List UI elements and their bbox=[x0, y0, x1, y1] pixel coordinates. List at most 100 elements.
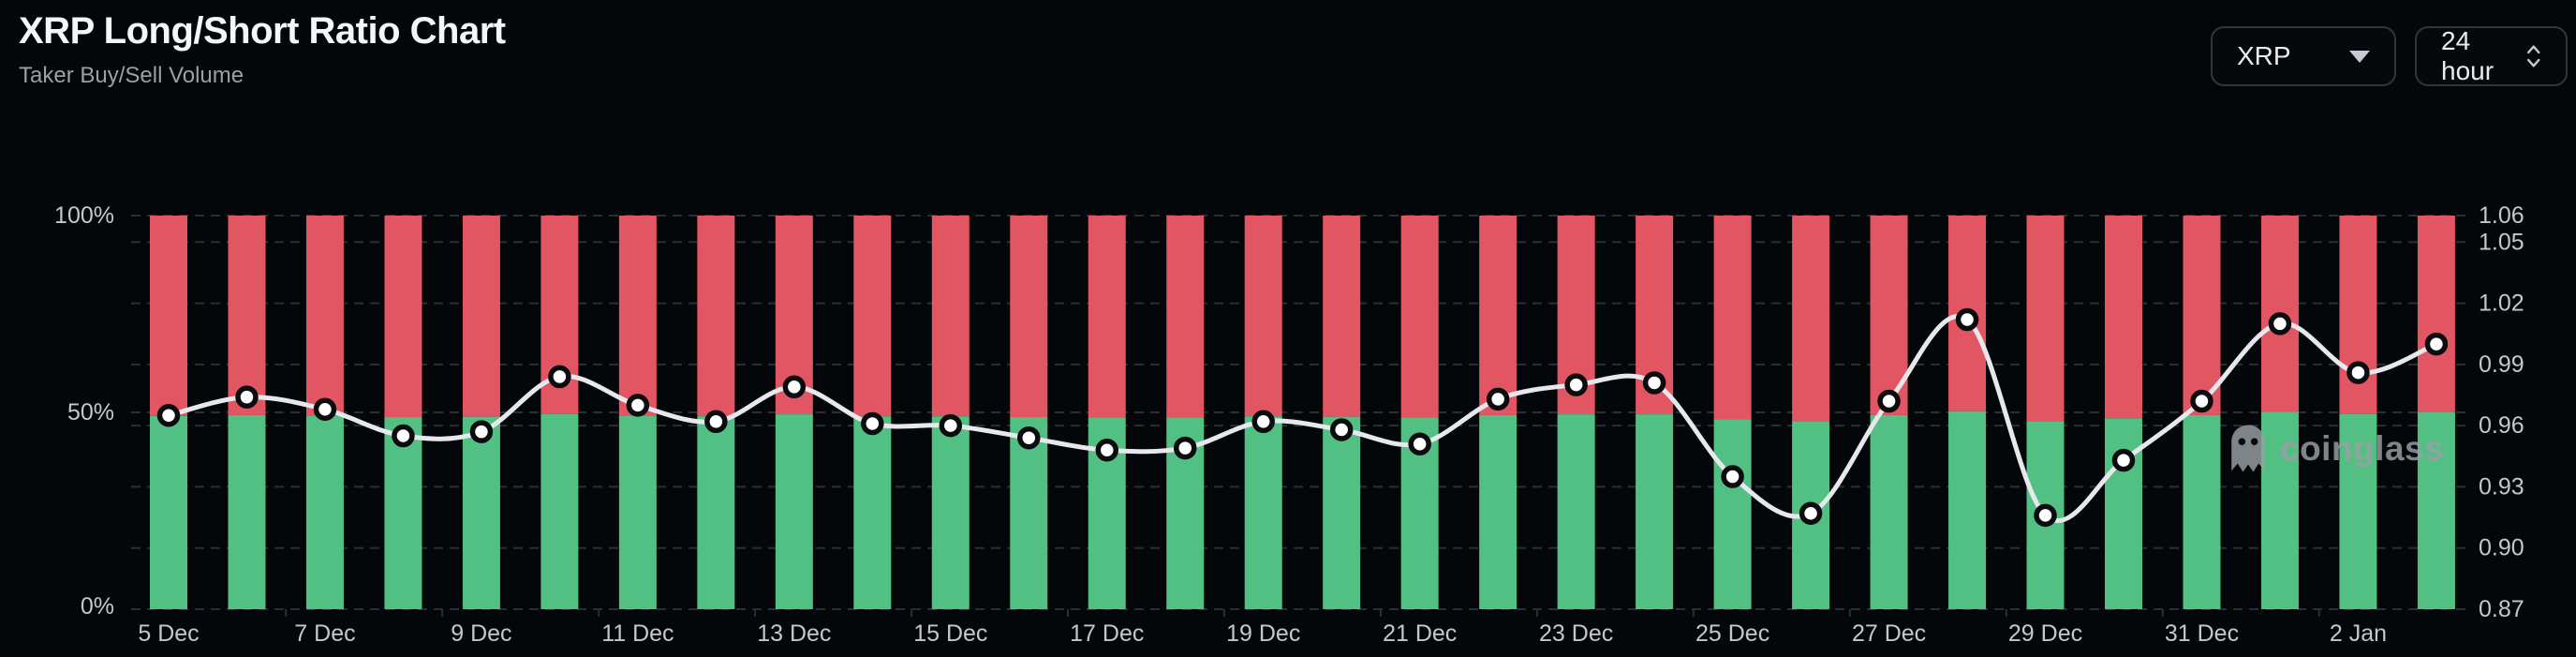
symbol-select[interactable]: XRP bbox=[2211, 26, 2396, 86]
ratio-dot bbox=[2190, 389, 2213, 413]
ratio-dot bbox=[2111, 448, 2136, 472]
long-bar-segment bbox=[697, 416, 735, 609]
x-axis-label: 19 Dec bbox=[1226, 620, 1300, 647]
ratio-dot bbox=[2034, 503, 2057, 528]
short-bar-segment bbox=[931, 216, 970, 417]
long-bar-segment bbox=[462, 416, 500, 609]
long-bar-segment bbox=[1479, 414, 1517, 609]
short-bar-segment bbox=[697, 216, 735, 417]
short-bar-segment bbox=[384, 216, 422, 418]
long-bar-segment bbox=[2105, 418, 2142, 609]
short-bar-segment bbox=[2339, 216, 2377, 414]
ratio-dot bbox=[939, 413, 963, 438]
interval-select-value: 24 hour bbox=[2441, 26, 2495, 85]
x-axis-label: 23 Dec bbox=[1539, 620, 1613, 647]
long-bar-segment bbox=[150, 415, 187, 609]
long-bar-segment bbox=[2183, 414, 2221, 609]
short-bar-segment bbox=[2183, 216, 2221, 415]
long-bar-segment bbox=[228, 414, 266, 609]
short-bar-segment bbox=[1713, 216, 1752, 420]
long-bar-segment bbox=[618, 415, 657, 609]
long-bar-segment bbox=[1636, 414, 1674, 609]
short-bar-segment bbox=[305, 216, 344, 416]
ratio-dot bbox=[1408, 432, 1431, 455]
ratio-dot bbox=[782, 375, 807, 399]
ratio-dot bbox=[2424, 332, 2449, 356]
ratio-dot bbox=[626, 394, 650, 417]
long-bar-segment bbox=[2417, 412, 2455, 609]
ratio-dot bbox=[156, 404, 181, 427]
short-bar-segment bbox=[228, 216, 266, 415]
long-bar-segment bbox=[1323, 416, 1361, 609]
ratio-dot bbox=[1017, 426, 1041, 450]
symbol-select-value: XRP bbox=[2237, 41, 2291, 70]
short-bar-segment bbox=[462, 216, 500, 417]
right-axis-label: 1.05 bbox=[2479, 229, 2524, 255]
chart-header: XRP Long/Short Ratio Chart Taker Buy/Sel… bbox=[19, 7, 506, 89]
spinner-up-down-icon bbox=[2526, 45, 2540, 67]
x-axis-label: 5 Dec bbox=[138, 620, 199, 647]
right-axis-label: 0.93 bbox=[2479, 473, 2524, 500]
x-axis-label: 31 Dec bbox=[2165, 620, 2239, 647]
x-axis-label: 29 Dec bbox=[2008, 620, 2082, 647]
long-bar-segment bbox=[2339, 413, 2377, 609]
ratio-dot bbox=[1251, 410, 1275, 434]
short-bar-segment bbox=[150, 216, 187, 416]
short-bar-segment bbox=[2417, 216, 2455, 412]
short-bar-segment bbox=[1166, 216, 1205, 418]
long-bar-segment bbox=[1713, 419, 1752, 609]
x-axis-label: 13 Dec bbox=[757, 620, 831, 647]
long-bar-segment bbox=[1948, 411, 1987, 609]
short-bar-segment bbox=[2026, 216, 2065, 422]
ratio-dot bbox=[1877, 389, 1901, 413]
ratio-dot bbox=[1564, 373, 1588, 396]
ratio-dot bbox=[548, 365, 571, 389]
ratio-dot bbox=[1955, 307, 1979, 332]
chevron-down-icon bbox=[2349, 50, 2370, 63]
right-axis-label: 0.87 bbox=[2479, 596, 2524, 622]
page-subtitle: Taker Buy/Sell Volume bbox=[19, 63, 244, 88]
short-bar-segment bbox=[1010, 216, 1048, 418]
long-bar-segment bbox=[1870, 414, 1908, 609]
left-axis-label: 50% bbox=[67, 399, 114, 426]
interval-select[interactable]: 24 hour bbox=[2415, 26, 2568, 86]
ratio-dot bbox=[2268, 312, 2292, 336]
short-bar-segment bbox=[1792, 216, 1830, 422]
ratio-dot bbox=[1642, 371, 1666, 395]
short-bar-segment bbox=[1400, 216, 1439, 418]
short-bar-segment bbox=[1244, 216, 1282, 417]
page-title: XRP Long/Short Ratio Chart bbox=[19, 10, 506, 52]
ratio-dot bbox=[235, 385, 259, 409]
x-axis-label: 7 Dec bbox=[294, 620, 355, 647]
right-axis-label: 0.90 bbox=[2479, 535, 2524, 561]
right-axis-label: 0.99 bbox=[2479, 351, 2524, 378]
ratio-dot bbox=[1721, 465, 1744, 488]
long-bar-segment bbox=[853, 416, 892, 609]
ratio-dot bbox=[392, 424, 415, 448]
long-bar-segment bbox=[305, 415, 344, 609]
ratio-dot bbox=[469, 420, 494, 443]
left-axis-label: 0% bbox=[81, 593, 114, 620]
right-axis-label: 1.06 bbox=[2479, 202, 2524, 229]
ratio-dot bbox=[1095, 439, 1119, 462]
right-axis-label: 0.96 bbox=[2479, 412, 2524, 439]
short-bar-segment bbox=[1479, 216, 1517, 415]
x-axis-label: 11 Dec bbox=[601, 620, 674, 647]
ratio-dot bbox=[313, 397, 337, 421]
x-axis-label: 27 Dec bbox=[1852, 620, 1926, 647]
ratio-dot bbox=[1173, 436, 1197, 460]
x-axis-label: 9 Dec bbox=[451, 620, 511, 647]
ratio-dot bbox=[2347, 361, 2370, 384]
x-axis-label: 25 Dec bbox=[1695, 620, 1769, 647]
long-bar-segment bbox=[931, 416, 970, 609]
short-bar-segment bbox=[853, 216, 892, 417]
ratio-dot bbox=[1486, 387, 1510, 411]
ratio-dot bbox=[861, 411, 884, 436]
ratio-dot bbox=[704, 410, 728, 434]
right-axis-label: 1.02 bbox=[2479, 291, 2524, 317]
x-axis-label: 21 Dec bbox=[1383, 620, 1457, 647]
ratio-line bbox=[166, 314, 2439, 524]
long-bar-segment bbox=[1244, 416, 1282, 609]
short-bar-segment bbox=[1088, 216, 1126, 418]
